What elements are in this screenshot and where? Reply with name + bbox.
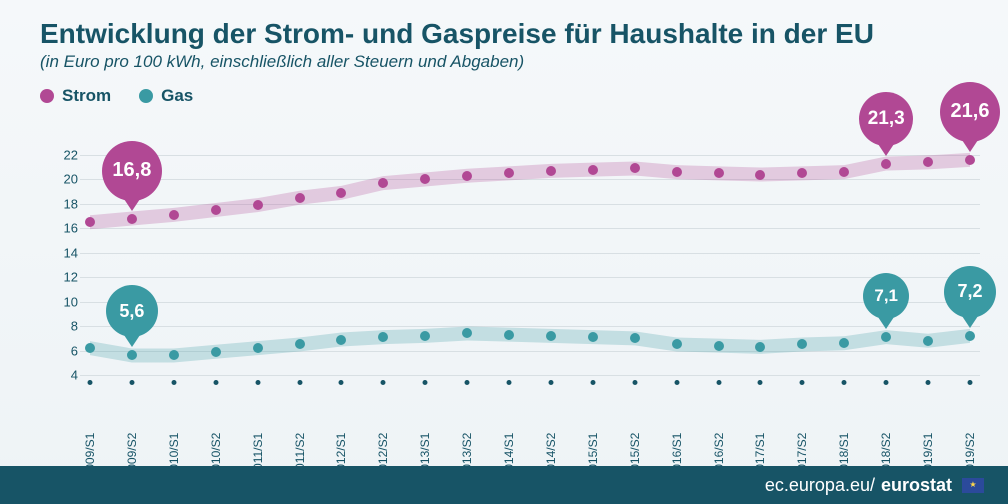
data-point [378,332,388,342]
x-tick-dot [213,380,218,385]
y-axis-label: 8 [56,319,78,334]
data-point [546,331,556,341]
legend: Strom Gas [0,86,1008,106]
footer-url-prefix: ec.europa.eu/ [765,475,875,496]
chart-title: Entwicklung der Strom- und Gaspreise für… [40,18,968,50]
x-tick-dot [423,380,428,385]
x-tick-dot [842,380,847,385]
data-point [211,347,221,357]
data-point [420,331,430,341]
data-point [295,339,305,349]
legend-dot-strom [40,89,54,103]
y-axis-label: 12 [56,270,78,285]
footer-bar: ec.europa.eu/eurostat [0,466,1008,504]
callout-gas: 7,2 [944,266,996,328]
data-point [797,168,807,178]
x-tick-dot [968,380,973,385]
y-axis-label: 6 [56,343,78,358]
data-point [169,210,179,220]
callout-strom: 21,6 [940,82,1000,152]
data-point [85,217,95,227]
data-point [923,157,933,167]
x-tick-dot [297,380,302,385]
legend-dot-gas [139,89,153,103]
data-point [378,178,388,188]
y-axis-label: 18 [56,196,78,211]
data-point [630,163,640,173]
y-axis-label: 22 [56,148,78,163]
data-point [253,343,263,353]
data-point [965,331,975,341]
data-point [504,330,514,340]
data-point [923,336,933,346]
data-point [211,205,221,215]
data-point [295,193,305,203]
x-tick-dot [674,380,679,385]
data-point [965,155,975,165]
callout-gas: 7,1 [863,273,909,329]
x-tick-dot [926,380,931,385]
x-tick-dot [884,380,889,385]
data-point [420,174,430,184]
data-point [755,170,765,180]
chart-subtitle: (in Euro pro 100 kWh, einschließlich all… [40,52,968,72]
callout-strom: 16,8 [102,141,162,211]
x-tick-dot [339,380,344,385]
data-point [588,165,598,175]
data-point [336,188,346,198]
callout-strom: 21,3 [859,92,913,156]
x-tick-dot [758,380,763,385]
x-tick-dot [129,380,134,385]
data-point [714,341,724,351]
legend-item-strom: Strom [40,86,111,106]
x-tick-dot [381,380,386,385]
data-point [839,338,849,348]
x-tick-dot [716,380,721,385]
x-tick-dot [255,380,260,385]
x-tick-dot [171,380,176,385]
data-point [630,333,640,343]
x-tick-dot [507,380,512,385]
legend-label-gas: Gas [161,86,193,106]
data-point [546,166,556,176]
data-point [127,214,137,224]
data-point [672,339,682,349]
data-point [714,168,724,178]
x-tick-dot [88,380,93,385]
data-point [672,167,682,177]
data-point [127,350,137,360]
data-point [755,342,765,352]
plot-area: 468101214161820222009/S12009/S22010/S120… [80,155,980,375]
x-tick-dot [632,380,637,385]
x-tick-dot [465,380,470,385]
x-tick-dot [590,380,595,385]
gridline [80,375,980,376]
footer-brand: eurostat [881,475,952,496]
data-point [881,332,891,342]
y-axis-label: 10 [56,294,78,309]
data-point [169,350,179,360]
legend-item-gas: Gas [139,86,193,106]
callout-gas: 5,6 [106,285,158,347]
data-point [336,335,346,345]
data-point [504,168,514,178]
x-tick-dot [800,380,805,385]
data-point [839,167,849,177]
chart-area: 468101214161820222009/S12009/S22010/S120… [60,155,980,415]
eu-flag-icon [962,478,984,493]
data-point [253,200,263,210]
data-point [881,159,891,169]
data-point [85,343,95,353]
data-point [462,328,472,338]
y-axis-label: 20 [56,172,78,187]
y-axis-label: 14 [56,245,78,260]
y-axis-label: 16 [56,221,78,236]
y-axis-label: 4 [56,368,78,383]
legend-label-strom: Strom [62,86,111,106]
x-tick-dot [548,380,553,385]
data-point [588,332,598,342]
data-point [462,171,472,181]
data-point [797,339,807,349]
